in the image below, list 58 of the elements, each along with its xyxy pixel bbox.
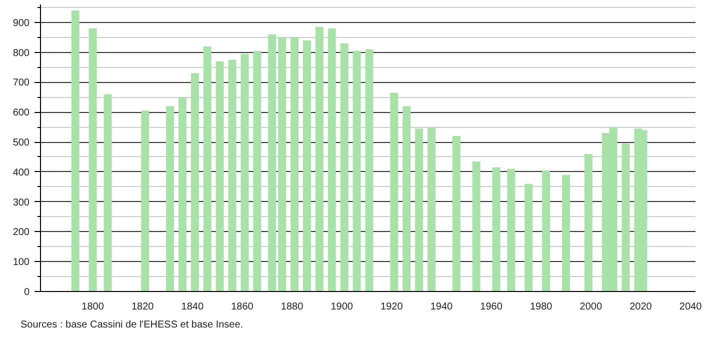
bar: [452, 136, 460, 292]
x-tick-label: 1840: [181, 302, 204, 312]
x-tick-label: 1940: [430, 302, 454, 312]
bar: [472, 161, 480, 292]
bar: [365, 49, 374, 292]
bar: [240, 54, 249, 292]
bar: [253, 50, 262, 292]
bar: [315, 26, 324, 292]
bar: [402, 106, 411, 292]
x-tick-label: 1920: [380, 302, 404, 312]
y-tick-label: 400: [12, 167, 30, 178]
bar: [352, 50, 361, 292]
bar: [542, 170, 550, 292]
y-tick-label: 900: [12, 18, 30, 29]
y-tick-label: 600: [12, 108, 30, 119]
bar: [141, 110, 150, 292]
bar: [268, 34, 276, 292]
x-tick-label: 1820: [131, 302, 154, 312]
bar: [584, 154, 592, 292]
bar: [328, 28, 336, 292]
y-tick-label: 200: [12, 227, 30, 238]
bar: [428, 127, 436, 292]
y-tick-label: 100: [12, 257, 30, 268]
y-tick-label: 500: [12, 138, 30, 149]
bar: [216, 61, 224, 292]
y-tick-label: 800: [12, 48, 30, 59]
x-tick-label: 1880: [280, 302, 304, 312]
x-tick-label: 2000: [580, 302, 602, 312]
x-tick-label: 1860: [231, 302, 254, 312]
bar: [562, 174, 570, 292]
bar: [303, 40, 311, 292]
x-tick-label: 2020: [630, 302, 652, 312]
bar: [228, 60, 236, 292]
y-tick-label: 0: [24, 287, 30, 298]
x-tick-label: 1960: [480, 302, 503, 312]
x-tick-label: 2040: [679, 302, 702, 312]
bar: [507, 168, 516, 292]
y-tick-label: 700: [12, 78, 30, 89]
source-note: Sources : base Cassini de l'EHESS et base Insee.: [20, 320, 244, 330]
x-tick-label: 1800: [82, 302, 104, 312]
bar: [190, 73, 199, 292]
bar: [178, 97, 186, 292]
bar: [524, 184, 533, 292]
bar: [88, 28, 97, 292]
y-tick-label: 300: [12, 197, 30, 208]
bar: [415, 128, 424, 292]
bar: [390, 92, 398, 292]
bar: [492, 167, 500, 292]
x-tick-label: 1900: [330, 302, 354, 312]
bar: [622, 144, 630, 292]
bar: [290, 37, 299, 292]
bar: [278, 37, 286, 292]
x-tick-label: 1980: [530, 302, 553, 312]
bar: [203, 46, 212, 292]
bar: [340, 43, 348, 292]
bar: [104, 94, 112, 292]
bar: [166, 106, 174, 292]
bar: [71, 10, 80, 292]
